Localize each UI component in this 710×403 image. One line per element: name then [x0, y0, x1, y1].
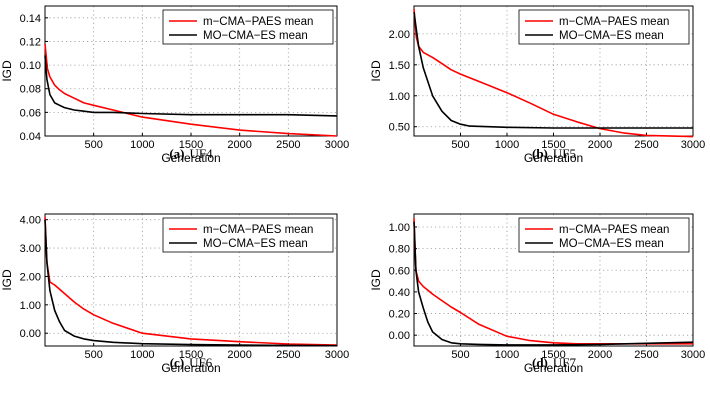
- y-tick-label: 1.00: [389, 222, 410, 234]
- x-tick-label: 3000: [325, 139, 349, 151]
- y-tick-label: 0.08: [20, 84, 41, 96]
- legend-entry: MO−CMA−ES mean: [203, 30, 308, 42]
- x-tick-label: 1000: [495, 139, 519, 151]
- y-tick-label: 2.00: [389, 29, 410, 41]
- y-tick-label: 0.12: [20, 36, 41, 48]
- x-tick-label: 3000: [681, 139, 705, 151]
- chart-panel-1: 500 1000 1500 2000 2500 3000 0.04 0.06 0.08 0.10 0…: [0, 5, 349, 165]
- caption-name: UF7: [553, 355, 577, 370]
- series-line-m-cma-paes: [413, 9, 694, 138]
- x-tick-label: 2500: [634, 139, 658, 151]
- legend-entry: m−CMA−PAES mean: [203, 16, 313, 28]
- legend: m−CMA−PAES mean MO−CMA−ES mean: [162, 217, 334, 253]
- series-line-m-cma-paes: [44, 43, 338, 137]
- legend-entry: m−CMA−PAES mean: [203, 224, 313, 236]
- x-tick-label: 1500: [179, 139, 203, 151]
- x-tick-label: 2500: [634, 349, 658, 361]
- y-tick-label: 0.50: [389, 122, 410, 134]
- y-axis-label: IGD: [369, 60, 383, 82]
- legend-box: [162, 9, 334, 45]
- x-tick-label: 3000: [325, 349, 349, 361]
- y-tick-label: 0.00: [20, 328, 41, 340]
- series-line-mo-cma-es: [44, 219, 338, 347]
- x-tick-label: 3000: [681, 349, 705, 361]
- x-tick-label: 2000: [227, 349, 251, 361]
- x-axis-label: Generation: [161, 361, 220, 375]
- legend-box: [518, 9, 690, 45]
- series-line-mo-cma-es: [44, 55, 338, 117]
- x-tick-label: 1000: [130, 139, 154, 151]
- subfigure-caption: (c) UF6: [170, 355, 213, 370]
- y-tick-label: 0.10: [20, 60, 41, 72]
- x-tick-label: 500: [451, 139, 469, 151]
- y-tick-label: 0.40: [389, 287, 410, 299]
- x-tick-label: 2000: [588, 139, 612, 151]
- caption-label: (a): [169, 146, 184, 161]
- legend-box: [162, 217, 334, 253]
- x-tick-label: 500: [451, 349, 469, 361]
- subfigure-caption: (a) UF4: [169, 146, 213, 161]
- y-tick-label: 1.00: [20, 300, 41, 312]
- y-tick-label: 0.20: [389, 309, 410, 321]
- y-tick-label: 0.80: [389, 244, 410, 256]
- x-axis-label: Generation: [524, 151, 583, 165]
- y-tick-label: 3.00: [20, 243, 41, 255]
- y-tick-label: 2.00: [20, 271, 41, 283]
- subfigure-caption: (b) UF5: [532, 146, 576, 161]
- y-tick-label: 1.50: [389, 60, 410, 72]
- y-tick-label: 0.06: [20, 107, 41, 119]
- caption-name: UF5: [553, 146, 576, 161]
- caption-label: (c): [170, 355, 184, 370]
- x-tick-label: 500: [84, 139, 102, 151]
- y-tick-label: 0.60: [389, 265, 410, 277]
- x-tick-label: 1500: [179, 349, 203, 361]
- y-tick-label: 0.04: [20, 131, 41, 143]
- y-tick-label: 1.00: [389, 91, 410, 103]
- caption-label: (b): [532, 146, 548, 161]
- subfigure-caption: (d) UF7: [532, 355, 577, 370]
- x-tick-label: 1500: [541, 139, 565, 151]
- caption-label: (d): [532, 355, 548, 370]
- legend-entry: MO−CMA−ES mean: [203, 238, 308, 250]
- x-tick-label: 2500: [276, 349, 300, 361]
- legend-entry: m−CMA−PAES mean: [559, 16, 669, 28]
- chart-panel-4: 500 1000 1500 2000 2500 3000 0.00 0.20 0.40 0.60 0…: [369, 213, 705, 375]
- x-tick-label: 1000: [495, 349, 519, 361]
- x-axis-label: Generation: [524, 361, 583, 375]
- caption-name: UF4: [190, 146, 214, 161]
- y-axis-label: IGD: [0, 60, 14, 82]
- legend: m−CMA−PAES mean MO−CMA−ES mean: [518, 217, 690, 253]
- y-tick-label: 0.00: [389, 330, 410, 342]
- y-tick-label: 0.14: [20, 13, 41, 25]
- chart-panel-3: 500 1000 1500 2000 2500 3000 0.00 1.00 2.00 3.00 4…: [0, 213, 349, 375]
- x-tick-label: 2000: [588, 349, 612, 361]
- x-axis-label: Generation: [161, 151, 220, 165]
- legend-entry: m−CMA−PAES mean: [559, 224, 669, 236]
- series-line-m-cma-paes: [44, 216, 338, 346]
- y-axis-label: IGD: [369, 269, 383, 291]
- series-line-mo-cma-es: [413, 12, 693, 129]
- x-tick-label: 2500: [276, 139, 300, 151]
- legend-entry: MO−CMA−ES mean: [559, 238, 664, 250]
- legend: m−CMA−PAES mean MO−CMA−ES mean: [162, 9, 334, 45]
- x-tick-label: 1000: [130, 349, 154, 361]
- legend-entry: MO−CMA−ES mean: [559, 30, 664, 42]
- x-tick-label: 1500: [541, 349, 565, 361]
- legend-box: [518, 217, 690, 253]
- y-tick-label: 4.00: [20, 215, 41, 227]
- y-axis-label: IGD: [0, 269, 14, 291]
- caption-name: UF6: [189, 355, 213, 370]
- legend: m−CMA−PAES mean MO−CMA−ES mean: [518, 9, 690, 45]
- series-line-mo-cma-es: [413, 221, 694, 346]
- x-tick-label: 500: [84, 349, 102, 361]
- chart-panel-2: 500 1000 1500 2000 2500 3000 0.50 1.00 1.50 2.00 G…: [369, 5, 705, 165]
- x-tick-label: 2000: [227, 139, 251, 151]
